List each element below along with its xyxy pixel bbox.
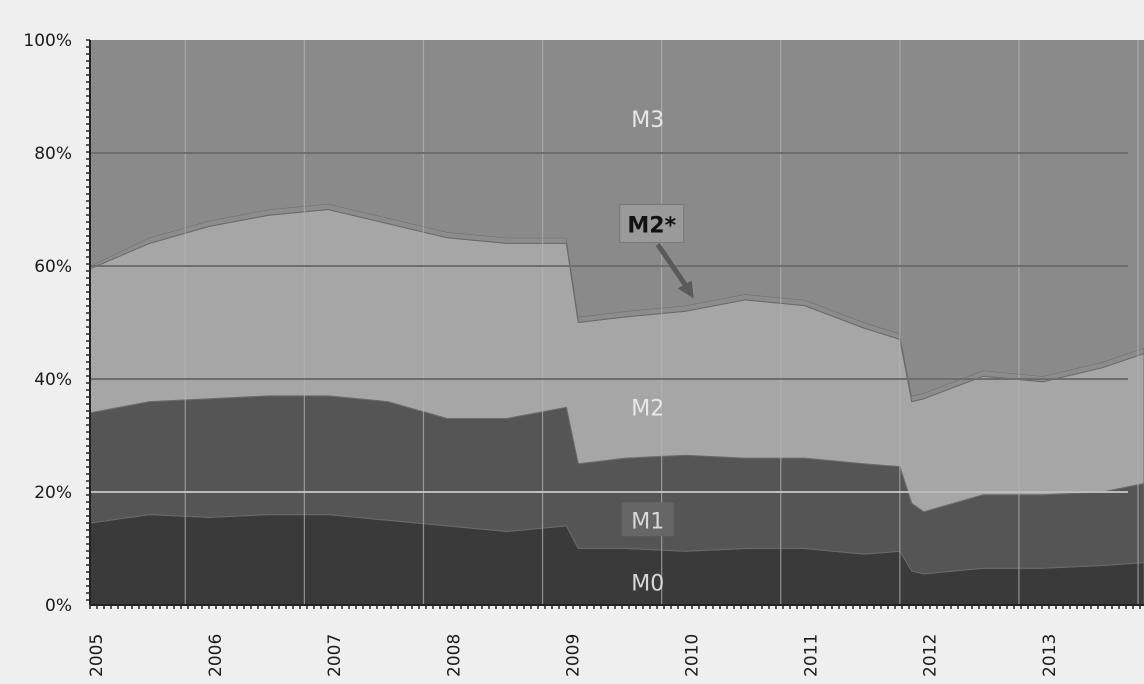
x-tick-label: 2009 [563,634,583,677]
m1-label-box [621,502,674,537]
series-label-m3: M3 [631,108,664,133]
x-tick-label: 2006 [206,634,226,677]
series-label-m1: M1 [631,509,664,534]
series-label-m2-star: M2* [627,213,676,238]
x-tick-label: 2005 [87,634,107,677]
y-tick-label: 0% [45,596,72,616]
x-tick-label: 2007 [325,634,345,677]
area-m3 [90,40,1144,396]
m2-star-label-box [619,203,685,243]
m2-star-arrowhead [677,280,694,299]
y-tick-label: 80% [34,144,72,164]
m2-star-arrow [655,243,690,290]
x-axis-ticks: 2005 2006 2007 2008 2009 2010 2011 2012 2013 [87,634,1060,677]
series-labels: M3 M2* M2 M1 M0 [619,108,694,596]
y-tick-label: 60% [34,257,72,277]
y-axis-ticks: 0% 20% 40% 60% 80% 100% [23,31,72,616]
series-areas [89,40,1144,606]
series-label-m0: M0 [631,571,664,596]
x-tick-label: 2011 [802,634,822,677]
series-label-m2: M2 [631,396,664,421]
x-tick-label: 2008 [444,634,464,677]
y-tick-label: 100% [23,31,72,51]
x-tick-label: 2012 [921,634,941,677]
x-tick-label: 2013 [1040,634,1060,677]
vertical-gridlines [184,40,1139,605]
y-tick-label: 20% [34,483,72,503]
x-tick-label: 2010 [682,634,702,677]
axes [86,39,1144,609]
y-tick-label: 40% [34,370,72,390]
horizontal-gridlines [90,152,1128,493]
